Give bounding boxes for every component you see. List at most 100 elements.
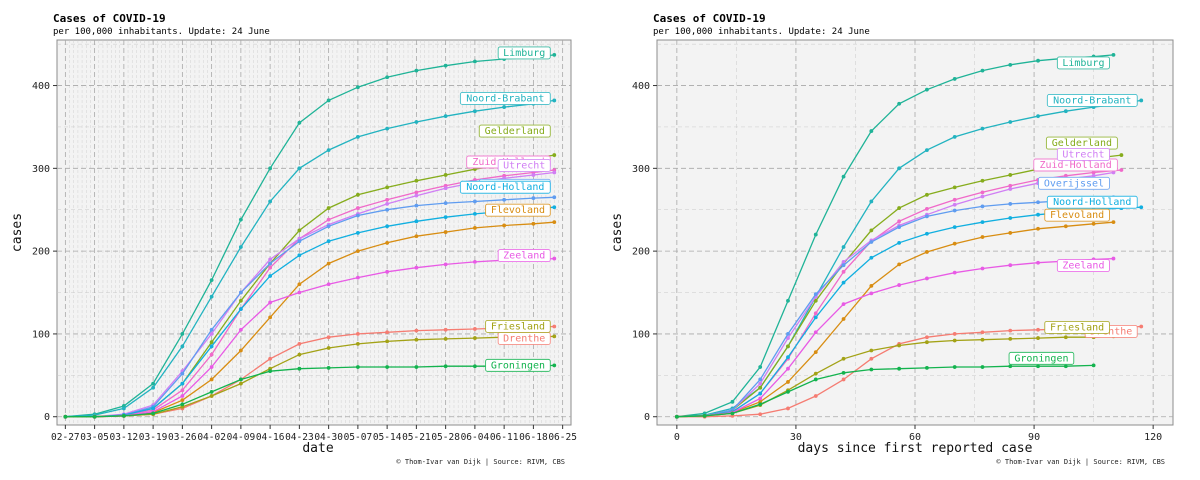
data-point bbox=[552, 220, 557, 225]
data-point bbox=[385, 269, 390, 274]
data-point bbox=[385, 207, 390, 212]
series-noord-brabant bbox=[63, 98, 557, 419]
series-line bbox=[65, 335, 555, 418]
data-point bbox=[297, 290, 302, 295]
chart-panel-by-date: Cases of COVID-19 per 100,000 inhabitant… bbox=[10, 12, 577, 466]
data-point bbox=[1036, 200, 1040, 205]
data-point bbox=[869, 255, 874, 260]
data-point bbox=[472, 327, 477, 331]
x-tick-label: 0 bbox=[674, 432, 680, 443]
data-point bbox=[531, 173, 536, 177]
data-point bbox=[326, 335, 331, 340]
data-point bbox=[472, 364, 477, 369]
label-text: Friesland bbox=[491, 321, 545, 332]
data-point bbox=[472, 211, 477, 216]
series-end-label-groningen: Groningen bbox=[1008, 351, 1075, 365]
data-point bbox=[1119, 168, 1124, 172]
data-point bbox=[355, 206, 360, 210]
series-line bbox=[65, 54, 555, 418]
data-point bbox=[841, 280, 846, 285]
data-point bbox=[472, 199, 477, 204]
data-point bbox=[925, 340, 929, 345]
data-point bbox=[841, 259, 846, 264]
data-point bbox=[268, 315, 273, 320]
series-groningen bbox=[674, 363, 1096, 419]
series-end-label-gelderland: Gelderland bbox=[478, 124, 551, 138]
data-point bbox=[1139, 205, 1144, 210]
series-end-label-gelderland: Gelderland bbox=[1045, 136, 1118, 150]
label-text: Noord-Brabant bbox=[466, 93, 544, 104]
data-point bbox=[925, 214, 929, 219]
data-point bbox=[841, 174, 846, 179]
data-point bbox=[443, 63, 448, 68]
data-point bbox=[355, 249, 360, 254]
data-point bbox=[1008, 216, 1013, 220]
x-axis-title: date bbox=[302, 441, 333, 456]
data-point bbox=[209, 327, 214, 332]
data-point bbox=[841, 377, 846, 382]
data-point bbox=[730, 399, 735, 404]
data-point bbox=[813, 292, 818, 297]
data-point bbox=[1008, 62, 1013, 67]
data-point bbox=[980, 266, 985, 271]
data-point bbox=[1036, 364, 1040, 369]
data-point bbox=[1063, 224, 1068, 229]
data-point bbox=[1008, 364, 1013, 369]
data-point bbox=[552, 170, 557, 175]
data-point bbox=[385, 126, 390, 131]
data-point bbox=[151, 406, 156, 411]
data-point bbox=[925, 148, 929, 153]
data-point bbox=[443, 364, 448, 369]
label-text: Groningen bbox=[491, 360, 545, 371]
data-point bbox=[758, 391, 763, 396]
data-point bbox=[414, 234, 419, 239]
data-point bbox=[813, 311, 818, 316]
data-point bbox=[1111, 170, 1116, 175]
label-box bbox=[497, 249, 551, 263]
data-point bbox=[209, 394, 214, 398]
data-point bbox=[552, 153, 557, 157]
data-point bbox=[552, 98, 557, 103]
label-text: Noord-Brabant bbox=[1053, 95, 1131, 106]
x-tick-label: 05-21 bbox=[402, 432, 431, 443]
data-point bbox=[925, 250, 929, 254]
series-end-label-friesland: Friesland bbox=[485, 319, 551, 333]
data-point bbox=[841, 302, 846, 307]
series-line bbox=[65, 221, 555, 418]
data-point bbox=[869, 129, 874, 133]
data-point bbox=[1091, 221, 1096, 226]
x-tick-label: 03-12 bbox=[110, 432, 139, 443]
data-point bbox=[952, 197, 957, 202]
data-point bbox=[897, 166, 902, 171]
series-line bbox=[65, 99, 555, 418]
data-point bbox=[1091, 170, 1096, 175]
label-box bbox=[497, 46, 551, 60]
data-point bbox=[238, 348, 243, 353]
data-point bbox=[355, 85, 360, 90]
data-point bbox=[786, 332, 790, 336]
data-point bbox=[786, 355, 790, 360]
data-point bbox=[326, 206, 331, 210]
data-point bbox=[1063, 335, 1068, 340]
series-line bbox=[65, 206, 555, 418]
data-point bbox=[326, 239, 331, 244]
label-box bbox=[1008, 351, 1075, 365]
label-text: Drenthe bbox=[503, 333, 545, 344]
label-box bbox=[1044, 320, 1110, 334]
series-end-label-utrecht: Utrecht bbox=[497, 159, 551, 172]
label-text: Utrecht bbox=[503, 160, 545, 171]
data-point bbox=[897, 101, 902, 106]
label-text: Flevoland bbox=[1050, 210, 1104, 221]
data-point bbox=[502, 223, 507, 228]
data-point bbox=[925, 231, 929, 236]
x-tick-label: 120 bbox=[1144, 432, 1162, 443]
data-point bbox=[841, 317, 846, 321]
data-point bbox=[813, 377, 818, 382]
series-end-label-groningen: Groningen bbox=[485, 358, 551, 372]
data-point bbox=[980, 194, 985, 199]
data-point bbox=[268, 274, 273, 278]
data-point bbox=[326, 148, 331, 153]
data-point bbox=[674, 414, 679, 419]
data-point bbox=[552, 256, 557, 261]
